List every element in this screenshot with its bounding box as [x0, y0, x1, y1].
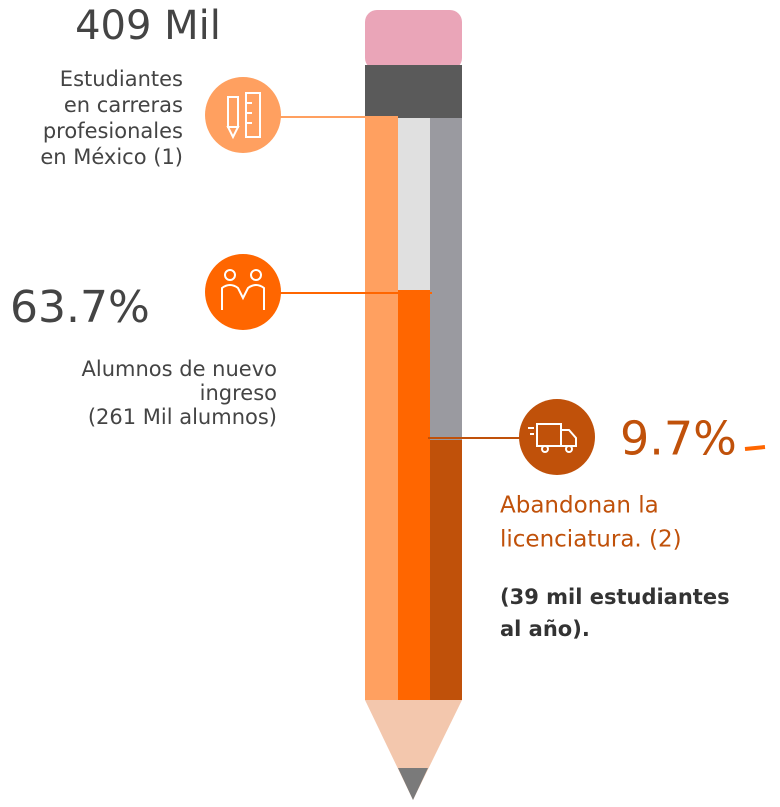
icon-truck — [519, 399, 595, 475]
eraser — [365, 10, 462, 70]
figure: 409 Mil — [75, 3, 221, 49]
page: 409 Mil Estudiantes en carreras profesio… — [0, 0, 780, 807]
note: (39 mil estudiantes — [500, 585, 730, 609]
description: profesionales — [43, 119, 183, 143]
body-left — [365, 118, 398, 700]
body-middle — [398, 290, 430, 700]
description: ingreso — [200, 381, 277, 405]
icon-tools — [205, 77, 281, 153]
description: Alumnos de nuevo — [82, 357, 277, 381]
description: Abandonan la — [500, 493, 659, 519]
ferrule — [365, 65, 462, 118]
description: en carreras — [64, 93, 183, 117]
dash — [745, 447, 765, 449]
description: licenciatura. (2) — [500, 527, 682, 553]
body-right — [430, 440, 462, 700]
description: Estudiantes — [60, 67, 183, 91]
note: al año). — [500, 617, 590, 641]
body-right-top — [430, 118, 462, 440]
pencil — [365, 10, 462, 800]
description: en México (1) — [40, 145, 183, 169]
pencil-lead — [398, 768, 428, 800]
figure: 9.7% — [620, 412, 737, 466]
figure: 63.7% — [10, 282, 150, 333]
icon-people — [205, 254, 281, 330]
infographic: 409 Mil Estudiantes en carreras profesio… — [0, 0, 780, 807]
description: (261 Mil alumnos) — [88, 405, 277, 429]
body-middle-top — [398, 118, 430, 290]
